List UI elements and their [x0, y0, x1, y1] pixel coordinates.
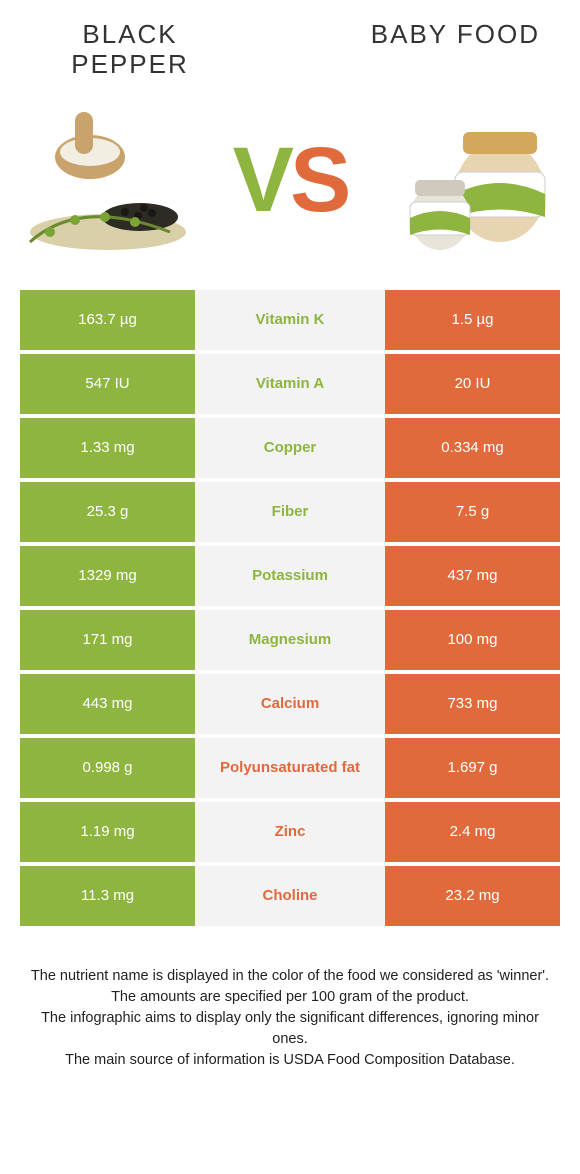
nutrient-label: Copper — [195, 418, 385, 478]
nutrient-label: Choline — [195, 866, 385, 926]
value-left: 11.3 mg — [20, 866, 195, 926]
value-left: 25.3 g — [20, 482, 195, 542]
nutrient-label: Vitamin A — [195, 354, 385, 414]
image-row: VS — [0, 90, 580, 290]
nutrient-label: Potassium — [195, 546, 385, 606]
nutrient-label: Vitamin K — [195, 290, 385, 350]
baby-food-image — [385, 102, 560, 257]
value-left: 171 mg — [20, 610, 195, 670]
title-right: BABY FOOD — [340, 20, 540, 50]
table-row: 171 mgMagnesium100 mg — [20, 610, 560, 670]
footer-notes: The nutrient name is displayed in the co… — [0, 930, 580, 1071]
title-left: BLACK PEPPER — [40, 20, 220, 80]
footer-line: The infographic aims to display only the… — [30, 1008, 550, 1050]
table-row: 11.3 mgCholine23.2 mg — [20, 866, 560, 926]
header: BLACK PEPPER BABY FOOD — [0, 0, 580, 90]
value-right: 1.697 g — [385, 738, 560, 798]
vs-v: V — [233, 134, 290, 226]
footer-line: The main source of information is USDA F… — [30, 1050, 550, 1071]
value-left: 443 mg — [20, 674, 195, 734]
table-row: 25.3 gFiber7.5 g — [20, 482, 560, 542]
nutrient-label: Magnesium — [195, 610, 385, 670]
table-row: 0.998 gPolyunsaturated fat1.697 g — [20, 738, 560, 798]
vs-label: VS — [233, 134, 348, 226]
value-right: 23.2 mg — [385, 866, 560, 926]
value-right: 7.5 g — [385, 482, 560, 542]
black-pepper-image — [20, 102, 195, 257]
table-row: 1.19 mgZinc2.4 mg — [20, 802, 560, 862]
nutrient-label: Zinc — [195, 802, 385, 862]
value-right: 1.5 µg — [385, 290, 560, 350]
nutrient-label: Fiber — [195, 482, 385, 542]
value-left: 1.19 mg — [20, 802, 195, 862]
vs-s: S — [290, 134, 347, 226]
value-right: 20 IU — [385, 354, 560, 414]
nutrient-label: Polyunsaturated fat — [195, 738, 385, 798]
nutrient-label: Calcium — [195, 674, 385, 734]
footer-line: The nutrient name is displayed in the co… — [30, 966, 550, 987]
value-left: 547 IU — [20, 354, 195, 414]
table-row: 1.33 mgCopper0.334 mg — [20, 418, 560, 478]
table-row: 443 mgCalcium733 mg — [20, 674, 560, 734]
value-left: 163.7 µg — [20, 290, 195, 350]
value-right: 0.334 mg — [385, 418, 560, 478]
table-row: 1329 mgPotassium437 mg — [20, 546, 560, 606]
value-left: 1.33 mg — [20, 418, 195, 478]
value-right: 733 mg — [385, 674, 560, 734]
value-left: 1329 mg — [20, 546, 195, 606]
value-right: 437 mg — [385, 546, 560, 606]
table-row: 163.7 µgVitamin K1.5 µg — [20, 290, 560, 350]
footer-line: The amounts are specified per 100 gram o… — [30, 987, 550, 1008]
comparison-table: 163.7 µgVitamin K1.5 µg547 IUVitamin A20… — [0, 290, 580, 926]
value-right: 2.4 mg — [385, 802, 560, 862]
value-left: 0.998 g — [20, 738, 195, 798]
value-right: 100 mg — [385, 610, 560, 670]
table-row: 547 IUVitamin A20 IU — [20, 354, 560, 414]
